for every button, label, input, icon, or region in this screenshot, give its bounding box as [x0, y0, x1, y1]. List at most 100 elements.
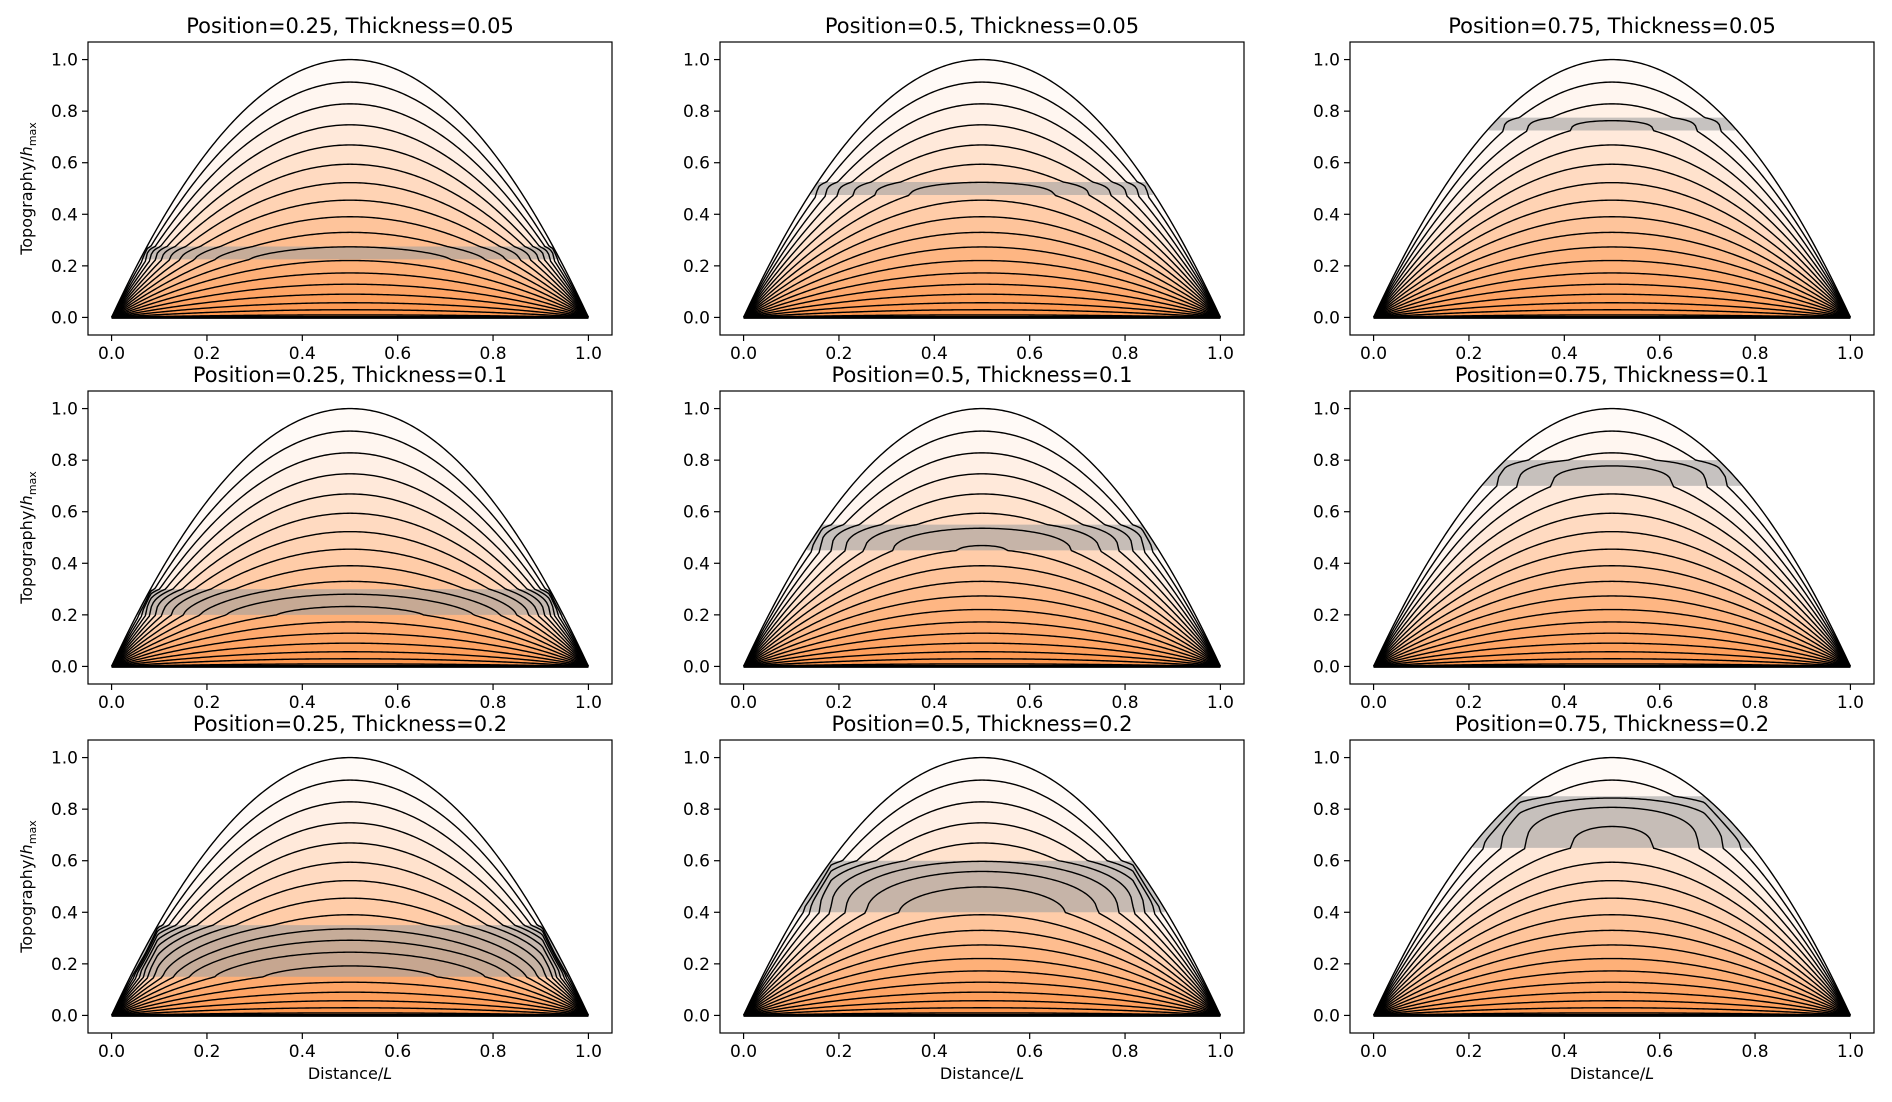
y-tick-label: 0.8: [51, 800, 78, 820]
x-tick-label: 0.0: [1360, 693, 1387, 713]
contour-line: [742, 473, 1222, 667]
y-tick-label: 0.6: [683, 154, 710, 174]
contour-line: [111, 309, 589, 319]
contour-line: [110, 801, 590, 1016]
contour-line: [110, 124, 590, 318]
contour-line: [111, 651, 589, 668]
y-axis-label: Topography/hmax: [17, 471, 39, 605]
fill-band: [1373, 302, 1851, 318]
contour-line: [1372, 756, 1852, 1016]
contour-line: [111, 897, 589, 1016]
contour-line: [111, 181, 589, 318]
contour-line: [743, 216, 1221, 318]
fill-band: [743, 621, 1221, 667]
subplot-4: 0.0 0.2 0.4 0.6 0.8 1.0 0.0 0.2 0.4 0.6 0.8 1.0 Posi…: [17, 363, 613, 713]
y-tick-label: 0.6: [1313, 154, 1340, 174]
subplot-5: 0.0 0.2 0.4 0.6 0.8 1.0 0.0 0.2 0.4 0.6 0.8 1.0 Posi…: [683, 363, 1245, 713]
fill-band: [111, 606, 589, 667]
contour-line: [1372, 806, 1852, 1016]
contour-line: [743, 580, 1221, 667]
contour-line: [1372, 119, 1852, 318]
subplot-2: 0.0 0.2 0.4 0.6 0.8 1.0 0.0 0.2 0.4 0.6 0.8 1.0 Posi…: [683, 14, 1245, 364]
contour-line: [743, 842, 1221, 1016]
fill-band: [111, 272, 589, 318]
layer-band: [1472, 796, 1752, 848]
y-tick-label: 0.8: [1313, 800, 1340, 820]
contour-line: [742, 124, 1222, 318]
x-tick-label: 0.2: [193, 344, 220, 364]
y-tick-label: 0.0: [1313, 1006, 1340, 1026]
contour-line: [1373, 914, 1851, 1016]
contour-line: [742, 822, 1222, 1016]
contour-line: [742, 58, 1222, 318]
contour-line: [743, 259, 1221, 319]
y-tick-label: 0.4: [1313, 903, 1340, 923]
x-tick-label: 1.0: [1837, 344, 1864, 364]
x-tick-label: 0.6: [1016, 1042, 1043, 1062]
x-tick-label: 0.8: [480, 1042, 507, 1062]
fill-band: [743, 1000, 1221, 1016]
axes-frame: [719, 41, 1245, 336]
plot-area: [1372, 756, 1852, 1017]
subplot-6: 0.0 0.2 0.4 0.6 0.8 1.0 0.0 0.2 0.4 0.6 0.8 1.0 Posi…: [1313, 363, 1875, 713]
contour-line: [111, 512, 589, 667]
contour-line: [743, 1000, 1221, 1017]
contour-line: [742, 103, 1222, 318]
y-tick-label: 0.0: [1313, 308, 1340, 328]
x-tick-label: 0.6: [1646, 1042, 1673, 1062]
contour-line: [743, 199, 1221, 318]
y-tick-label: 1.0: [683, 51, 710, 71]
x-tick-label: 0.8: [1742, 344, 1769, 364]
contour-line: [743, 527, 1221, 667]
contour-line: [110, 81, 590, 318]
subplot-title: Position=0.5, Thickness=0.1: [832, 363, 1133, 387]
contour-line: [743, 621, 1221, 668]
contour-line: [111, 565, 589, 667]
fill-band: [743, 970, 1221, 1016]
x-tick-label: 0.0: [1360, 344, 1387, 364]
contour-line: [1373, 957, 1851, 1017]
x-tick-label: 0.4: [289, 693, 316, 713]
x-axis-label: Distance/L: [940, 1064, 1024, 1083]
axes-frame: [1349, 739, 1875, 1034]
contour-line: [1373, 632, 1851, 668]
contour-line: [1373, 825, 1851, 1016]
subplot-title: Position=0.5, Thickness=0.2: [832, 712, 1133, 736]
contour-line: [743, 272, 1221, 319]
x-tick-label: 0.2: [1455, 693, 1482, 713]
contour-line: [743, 512, 1221, 667]
y-tick-label: 0.6: [51, 852, 78, 872]
x-tick-label: 0.0: [98, 1042, 125, 1062]
contour-line: [111, 621, 589, 668]
y-tick-label: 0.4: [683, 205, 710, 225]
layer-band: [131, 925, 569, 977]
y-tick-label: 0.0: [51, 1006, 78, 1026]
y-tick-label: 0.2: [1313, 257, 1340, 277]
axes-frame: [719, 390, 1245, 685]
contour-line: [1373, 293, 1851, 319]
contour-line: [743, 957, 1221, 1017]
y-tick-label: 0.8: [683, 800, 710, 820]
fill-band: [1373, 651, 1851, 667]
subplot-title: Position=0.75, Thickness=0.05: [1448, 14, 1776, 38]
plot-area: [742, 407, 1222, 668]
x-tick-label: 0.2: [1455, 344, 1482, 364]
contour-line: [743, 246, 1221, 319]
contour-line: [110, 452, 590, 667]
contour-line: [111, 861, 589, 1016]
contour-line: [111, 293, 589, 319]
contour-line: [1373, 565, 1851, 667]
contour-line: [1373, 1000, 1851, 1017]
contour-line: [111, 981, 589, 1017]
plot-area: [742, 58, 1222, 319]
contour-line: [1372, 465, 1852, 667]
contour-line: [1372, 452, 1852, 667]
x-tick-label: 1.0: [1207, 344, 1234, 364]
axes-frame: [87, 739, 613, 1034]
contour-line: [1373, 216, 1851, 318]
fill-band: [111, 1000, 589, 1016]
contour-line: [743, 608, 1221, 668]
x-axis-label: Distance/L: [308, 1064, 392, 1083]
contour-line: [111, 302, 589, 319]
y-tick-label: 0.8: [1313, 451, 1340, 471]
